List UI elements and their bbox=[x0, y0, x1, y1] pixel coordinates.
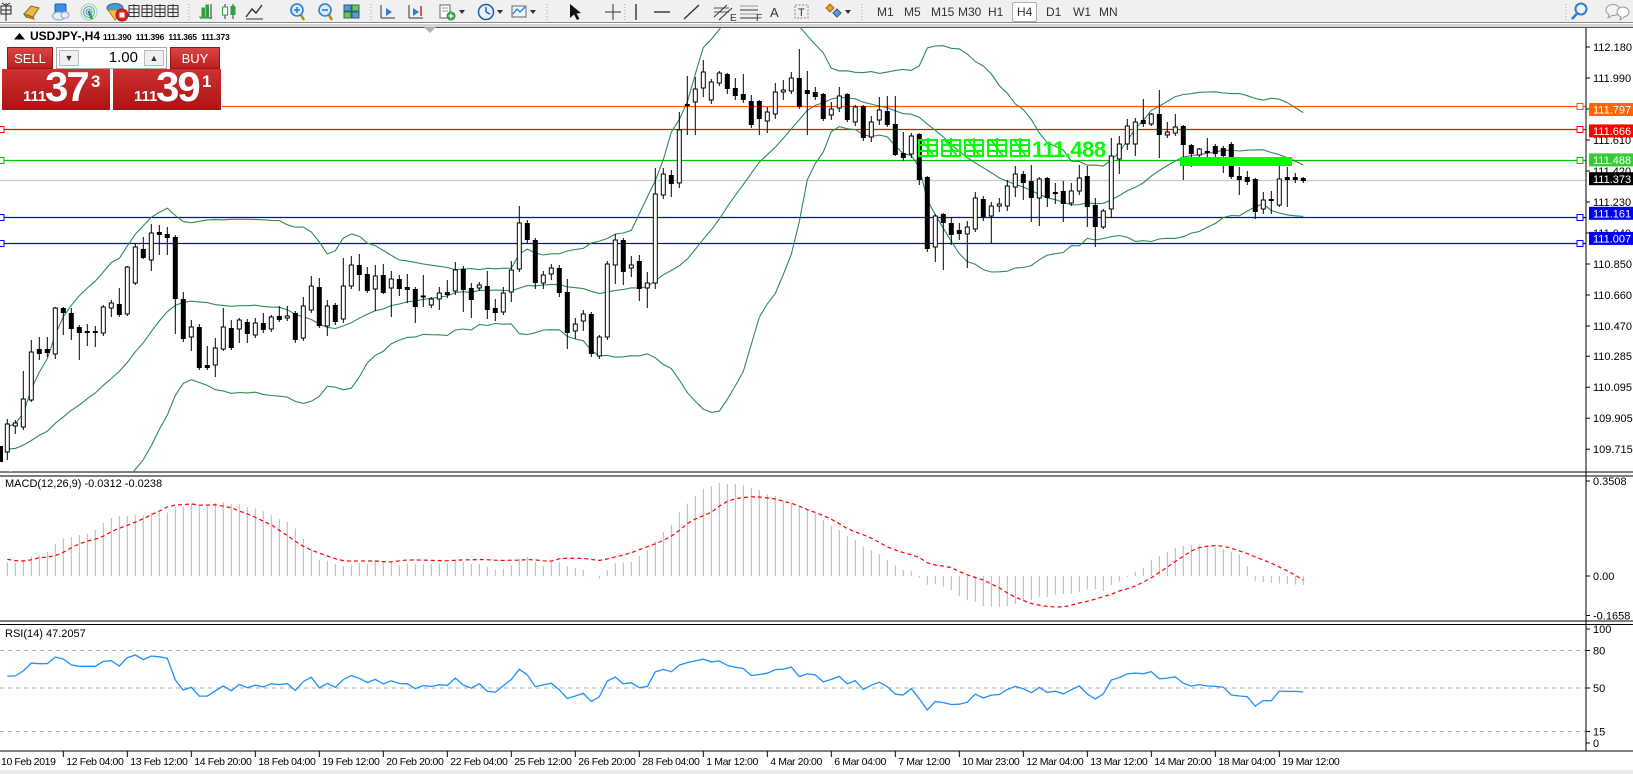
svg-text:111.666: 111.666 bbox=[1593, 126, 1631, 138]
svg-text:USDJPY-,H4: USDJPY-,H4 bbox=[30, 29, 100, 43]
svg-text:80: 80 bbox=[1593, 646, 1605, 658]
svg-text:14 Mar 20:00: 14 Mar 20:00 bbox=[1154, 756, 1212, 768]
svg-text:28 Feb 04:00: 28 Feb 04:00 bbox=[642, 756, 700, 768]
svg-text:19 Feb 12:00: 19 Feb 12:00 bbox=[322, 756, 380, 768]
svg-text:6 Mar 04:00: 6 Mar 04:00 bbox=[834, 756, 886, 768]
svg-text:7 Mar 12:00: 7 Mar 12:00 bbox=[898, 756, 950, 768]
svg-text:111.390 111.396 111.365 111: 111.390 111.396 111.365 111.373 bbox=[103, 32, 230, 42]
svg-text:112.180: 112.180 bbox=[1593, 42, 1632, 54]
svg-text:13 Feb 12:00: 13 Feb 12:00 bbox=[130, 756, 188, 768]
svg-text:MACD(12,26,9) -0.0312 -0.0238: MACD(12,26,9) -0.0312 -0.0238 bbox=[5, 478, 162, 490]
svg-text:A: A bbox=[770, 5, 779, 20]
svg-text:111.797: 111.797 bbox=[1593, 105, 1631, 117]
svg-text:1 Mar 12:00: 1 Mar 12:00 bbox=[706, 756, 758, 768]
svg-text:110.470: 110.470 bbox=[1593, 321, 1632, 333]
svg-text:0: 0 bbox=[1593, 738, 1599, 750]
svg-text:18 Mar 04:00: 18 Mar 04:00 bbox=[1218, 756, 1276, 768]
svg-text:111.488: 111.488 bbox=[1593, 155, 1631, 167]
svg-text:4 Mar 20:00: 4 Mar 20:00 bbox=[770, 756, 822, 768]
svg-text:0.00: 0.00 bbox=[1593, 571, 1614, 583]
svg-text:110.285: 110.285 bbox=[1593, 351, 1632, 363]
svg-text:F: F bbox=[756, 13, 762, 23]
svg-text:13 Mar 12:00: 13 Mar 12:00 bbox=[1090, 756, 1148, 768]
svg-text:-0.1658: -0.1658 bbox=[1593, 611, 1630, 623]
svg-text:14 Feb 20:00: 14 Feb 20:00 bbox=[194, 756, 252, 768]
svg-text:10 Mar 23:00: 10 Mar 23:00 bbox=[962, 756, 1020, 768]
svg-text:0.3508: 0.3508 bbox=[1593, 476, 1627, 488]
svg-text:12 Feb 04:00: 12 Feb 04:00 bbox=[66, 756, 124, 768]
svg-text:26 Feb 20:00: 26 Feb 20:00 bbox=[578, 756, 636, 768]
svg-text:E: E bbox=[730, 13, 737, 23]
svg-text:111.007: 111.007 bbox=[1593, 234, 1631, 246]
svg-text:111.161: 111.161 bbox=[1593, 209, 1631, 221]
svg-text:T: T bbox=[798, 7, 805, 19]
svg-text:109.715: 109.715 bbox=[1593, 444, 1633, 456]
svg-text:111.990: 111.990 bbox=[1593, 73, 1631, 85]
svg-text:110.850: 110.850 bbox=[1593, 259, 1632, 271]
svg-text:18 Feb 04:00: 18 Feb 04:00 bbox=[258, 756, 316, 768]
svg-text:110.095: 110.095 bbox=[1593, 382, 1632, 394]
svg-text:109.905: 109.905 bbox=[1593, 413, 1633, 425]
svg-text:50: 50 bbox=[1593, 683, 1605, 695]
svg-text:19 Mar 12:00: 19 Mar 12:00 bbox=[1282, 756, 1340, 768]
svg-text:100: 100 bbox=[1593, 624, 1611, 636]
svg-text:10 Feb 2019: 10 Feb 2019 bbox=[1, 756, 56, 768]
svg-text:12 Mar 04:00: 12 Mar 04:00 bbox=[1026, 756, 1084, 768]
svg-text:22 Feb 04:00: 22 Feb 04:00 bbox=[450, 756, 508, 768]
svg-text:110.660: 110.660 bbox=[1593, 290, 1632, 302]
svg-text:20 Feb 20:00: 20 Feb 20:00 bbox=[386, 756, 444, 768]
svg-text:111.610: 111.610 bbox=[1593, 135, 1631, 147]
svg-text:111.230: 111.230 bbox=[1593, 197, 1631, 209]
svg-text:15: 15 bbox=[1593, 727, 1605, 739]
svg-text:111.373: 111.373 bbox=[1593, 174, 1631, 186]
svg-text:111.488: 111.488 bbox=[1032, 137, 1106, 162]
svg-text:25 Feb 12:00: 25 Feb 12:00 bbox=[514, 756, 572, 768]
svg-text:RSI(14) 47.2057: RSI(14) 47.2057 bbox=[5, 628, 86, 640]
